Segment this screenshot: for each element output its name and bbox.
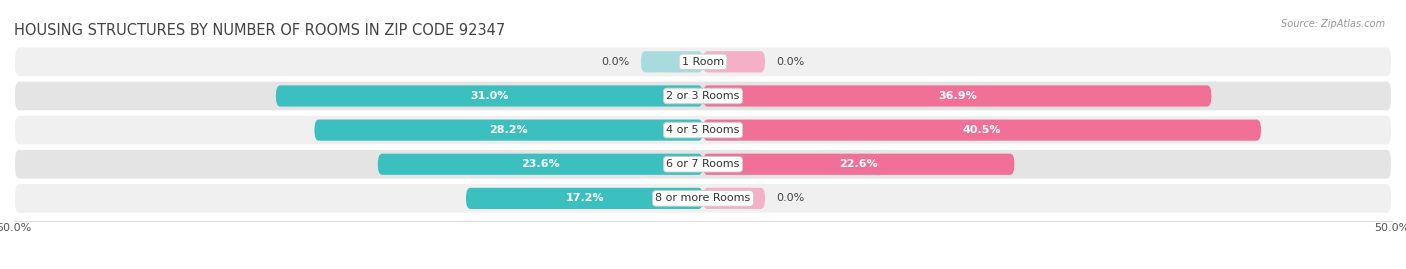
Text: 36.9%: 36.9% [938,91,977,101]
FancyBboxPatch shape [14,183,1392,214]
FancyBboxPatch shape [703,188,765,209]
Text: 0.0%: 0.0% [776,57,804,67]
FancyBboxPatch shape [641,51,703,72]
Text: 17.2%: 17.2% [565,193,603,203]
Text: 0.0%: 0.0% [602,57,630,67]
FancyBboxPatch shape [14,81,1392,111]
FancyBboxPatch shape [14,47,1392,77]
Text: 2 or 3 Rooms: 2 or 3 Rooms [666,91,740,101]
FancyBboxPatch shape [703,51,765,72]
Text: 8 or more Rooms: 8 or more Rooms [655,193,751,203]
Text: 22.6%: 22.6% [839,159,879,169]
FancyBboxPatch shape [315,119,703,141]
Text: 4 or 5 Rooms: 4 or 5 Rooms [666,125,740,135]
Text: 0.0%: 0.0% [776,193,804,203]
Text: Source: ZipAtlas.com: Source: ZipAtlas.com [1281,19,1385,29]
Text: 31.0%: 31.0% [470,91,509,101]
FancyBboxPatch shape [703,154,1014,175]
Text: 1 Room: 1 Room [682,57,724,67]
FancyBboxPatch shape [14,115,1392,146]
FancyBboxPatch shape [703,85,1212,107]
Text: 23.6%: 23.6% [522,159,560,169]
FancyBboxPatch shape [465,188,703,209]
Text: 6 or 7 Rooms: 6 or 7 Rooms [666,159,740,169]
FancyBboxPatch shape [378,154,703,175]
FancyBboxPatch shape [14,149,1392,180]
Text: HOUSING STRUCTURES BY NUMBER OF ROOMS IN ZIP CODE 92347: HOUSING STRUCTURES BY NUMBER OF ROOMS IN… [14,23,505,38]
FancyBboxPatch shape [276,85,703,107]
Text: 28.2%: 28.2% [489,125,529,135]
Text: 40.5%: 40.5% [963,125,1001,135]
FancyBboxPatch shape [703,119,1261,141]
